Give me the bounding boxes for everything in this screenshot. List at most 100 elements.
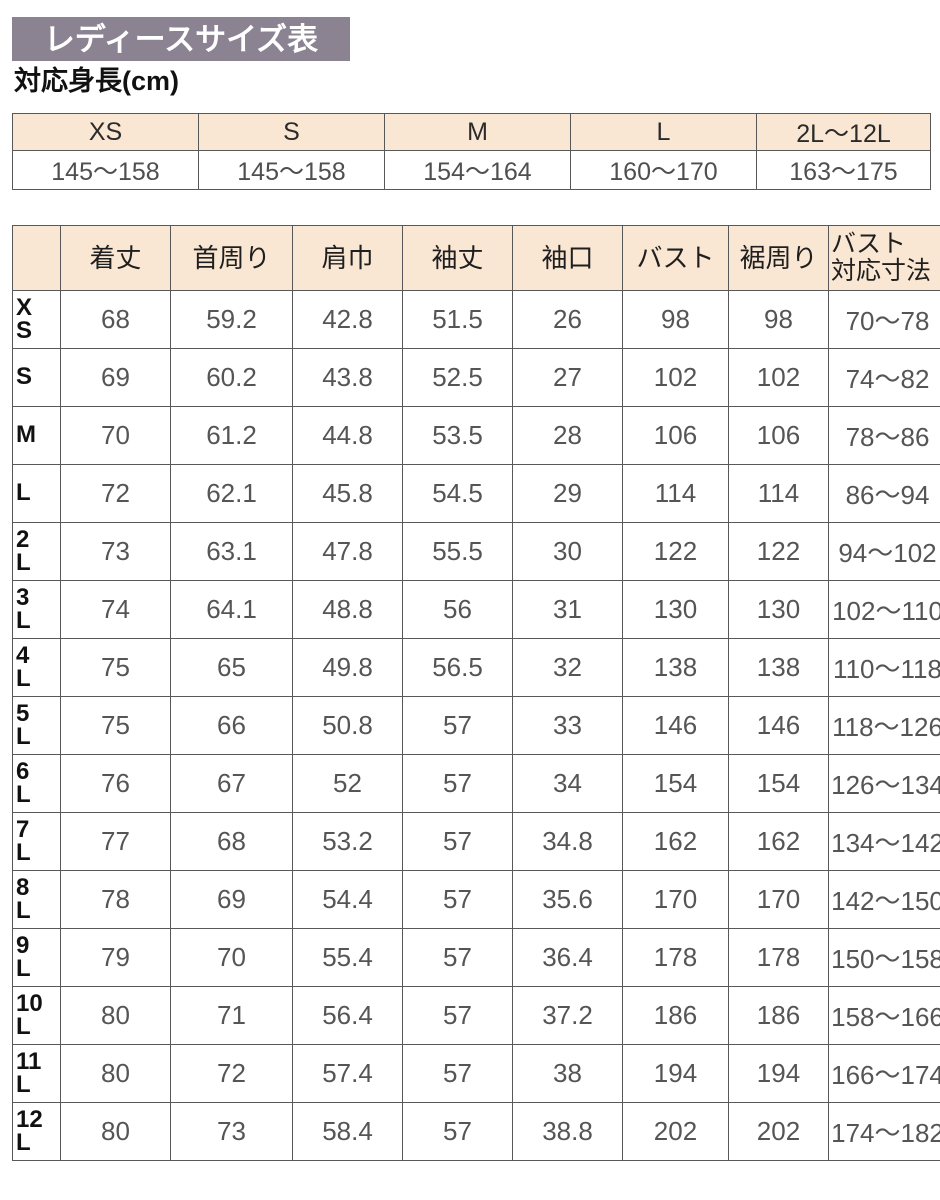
cell-10l-4: 37.2: [512, 986, 623, 1045]
cell-9l-1: 70: [170, 928, 293, 987]
cell-11l-5: 194: [622, 1044, 729, 1103]
cell-3l-6: 130: [728, 580, 829, 639]
cell-10l-1: 71: [170, 986, 293, 1045]
cell-12l-6: 202: [728, 1102, 829, 1161]
cell-m-3: 53.5: [402, 406, 513, 465]
height-range-m: 154〜164: [384, 150, 571, 190]
height-section-label: 対応身長(cm): [14, 66, 180, 96]
cell-5l-5: 146: [622, 696, 729, 755]
cell-6l-4: 34: [512, 754, 623, 813]
row-header-line: L: [16, 954, 31, 982]
cell-5l-3: 57: [402, 696, 513, 755]
row-header-line: L: [16, 780, 31, 808]
cell-12l-7: 174〜182: [828, 1102, 940, 1161]
cell-xs-0: 68: [60, 290, 171, 349]
cell-l-5: 114: [622, 464, 729, 523]
cell-6l-2: 52: [292, 754, 403, 813]
height-size-header-m: M: [384, 113, 571, 151]
cell-4l-3: 56.5: [402, 638, 513, 697]
cell-8l-6: 170: [728, 870, 829, 929]
cell-xs-6: 98: [728, 290, 829, 349]
table-row: 7 L 77 68 53.2 57 34.8 162 162 134〜142: [12, 812, 940, 871]
cell-5l-6: 146: [728, 696, 829, 755]
cell-11l-2: 57.4: [292, 1044, 403, 1103]
cell-10l-6: 186: [728, 986, 829, 1045]
cell-7l-2: 53.2: [292, 812, 403, 871]
row-header-line: X: [16, 293, 33, 321]
cell-4l-2: 49.8: [292, 638, 403, 697]
measurement-table: 着丈 首周り 肩巾 袖丈 袖口 バスト 裾周り バスト 対応寸法 X S 68 59.…: [12, 225, 940, 1161]
cell-2l-3: 55.5: [402, 522, 513, 581]
cell-s-1: 60.2: [170, 348, 293, 407]
cell-3l-7: 102〜110: [828, 580, 940, 639]
cell-5l-0: 75: [60, 696, 171, 755]
cell-12l-5: 202: [622, 1102, 729, 1161]
cell-xs-7: 70〜78: [828, 290, 940, 349]
cell-xs-2: 42.8: [292, 290, 403, 349]
cell-m-6: 106: [728, 406, 829, 465]
cell-m-7: 78〜86: [828, 406, 940, 465]
cell-3l-3: 56: [402, 580, 513, 639]
cell-11l-3: 57: [402, 1044, 513, 1103]
height-size-header-l: L: [570, 113, 757, 151]
cell-12l-1: 73: [170, 1102, 293, 1161]
table-row: L 72 62.1 45.8 54.5 29 114 114 86〜94: [12, 464, 940, 523]
table-row: S 69 60.2 43.8 52.5 27 102 102 74〜82: [12, 348, 940, 407]
row-header-line: 5: [16, 699, 30, 727]
height-table-header-row: XS S M L 2L〜12L: [12, 113, 931, 151]
column-header-susomawari: 裾周り: [728, 225, 829, 291]
row-header-line: L: [16, 896, 31, 924]
cell-6l-6: 154: [728, 754, 829, 813]
cell-8l-5: 170: [622, 870, 729, 929]
cell-xs-3: 51.5: [402, 290, 513, 349]
cell-3l-1: 64.1: [170, 580, 293, 639]
cell-m-2: 44.8: [292, 406, 403, 465]
row-header-line: L: [16, 1070, 31, 1098]
row-header-line: 11: [16, 1047, 42, 1075]
row-header-line: 10: [16, 989, 43, 1017]
bust-header-line1: バスト: [831, 230, 907, 258]
cell-l-3: 54.5: [402, 464, 513, 523]
cell-10l-7: 158〜166: [828, 986, 940, 1045]
cell-s-3: 52.5: [402, 348, 513, 407]
cell-5l-4: 33: [512, 696, 623, 755]
cell-7l-4: 34.8: [512, 812, 623, 871]
column-header-kitake: 着丈: [60, 225, 171, 291]
cell-s-6: 102: [728, 348, 829, 407]
height-range-s: 145〜158: [198, 150, 385, 190]
row-header-size-10l: 10 L: [12, 986, 61, 1045]
row-header-line: L: [16, 664, 31, 692]
cell-3l-0: 74: [60, 580, 171, 639]
cell-s-5: 102: [622, 348, 729, 407]
cell-s-7: 74〜82: [828, 348, 940, 407]
table-row: M 70 61.2 44.8 53.5 28 106 106 78〜86: [12, 406, 940, 465]
cell-9l-0: 79: [60, 928, 171, 987]
table-row: 5 L 75 66 50.8 57 33 146 146 118〜126: [12, 696, 940, 755]
cell-8l-4: 35.6: [512, 870, 623, 929]
cell-9l-3: 57: [402, 928, 513, 987]
cell-8l-1: 69: [170, 870, 293, 929]
cell-m-0: 70: [60, 406, 171, 465]
row-header-line: L: [16, 838, 31, 866]
cell-8l-0: 78: [60, 870, 171, 929]
cell-7l-6: 162: [728, 812, 829, 871]
page-title-banner: レディースサイズ表: [12, 17, 350, 61]
cell-4l-1: 65: [170, 638, 293, 697]
cell-10l-0: 80: [60, 986, 171, 1045]
row-header-line: L: [16, 548, 31, 576]
cell-9l-2: 55.4: [292, 928, 403, 987]
column-header-sodeguchi: 袖口: [512, 225, 623, 291]
cell-6l-5: 154: [622, 754, 729, 813]
cell-2l-1: 63.1: [170, 522, 293, 581]
cell-12l-0: 80: [60, 1102, 171, 1161]
row-header-line: 2: [16, 525, 30, 553]
cell-10l-5: 186: [622, 986, 729, 1045]
cell-xs-4: 26: [512, 290, 623, 349]
bust-header-line2: 対応寸法: [831, 257, 932, 285]
cell-2l-0: 73: [60, 522, 171, 581]
